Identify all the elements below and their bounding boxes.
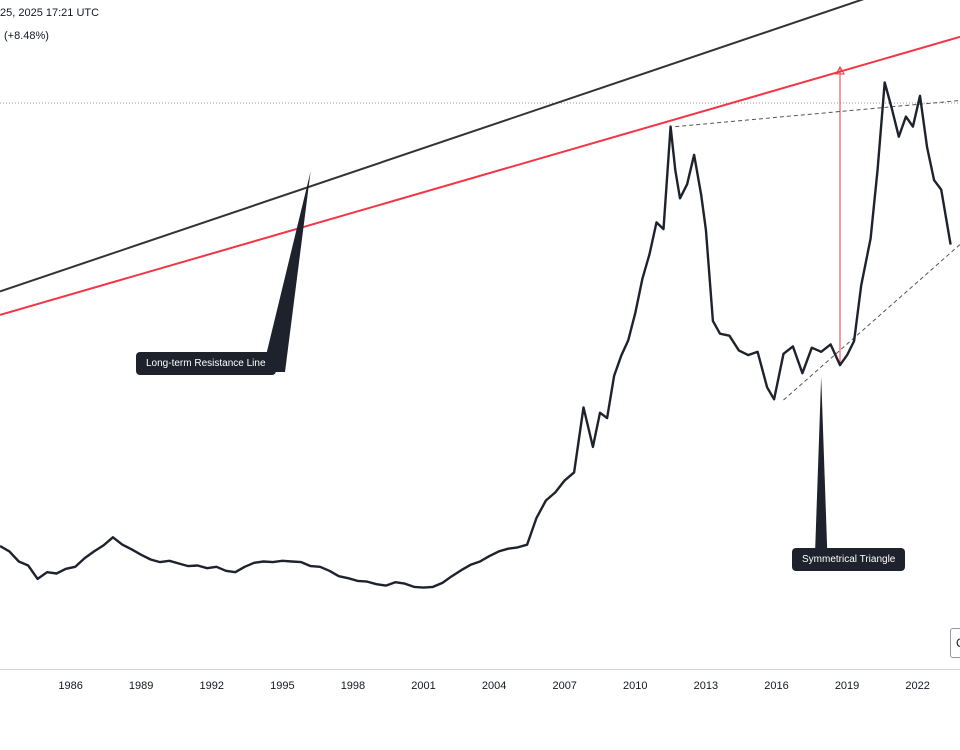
price-change-percent: (+8.48%): [4, 30, 49, 42]
resistance-callout-pointer: [262, 171, 311, 372]
chart-timestamp: 25, 2025 17:21 UTC: [0, 7, 100, 19]
x-axis-ticks: 1986 1989 1992 1995 1998 2001 2004 2007 2010 2013…: [58, 680, 930, 692]
tradingview-logo-badge[interactable]: C: [950, 628, 960, 658]
x-tick-label: 1992: [200, 680, 224, 692]
x-tick-label: 1995: [270, 680, 294, 692]
upper-trendline[interactable]: [0, 0, 960, 293]
price-series-line: [0, 81, 952, 589]
x-tick-label: 2013: [694, 680, 718, 692]
x-tick-label: 2022: [905, 680, 929, 692]
x-tick-label: 2010: [623, 680, 647, 692]
symmetrical-triangle-label[interactable]: Symmetrical Triangle: [792, 548, 906, 571]
x-tick-label: 1998: [341, 680, 365, 692]
x-tick-label: 2004: [482, 680, 506, 692]
triangle-upper-boundary[interactable]: [675, 100, 960, 128]
x-tick-label: 1986: [58, 680, 82, 692]
x-tick-label: 2019: [835, 680, 859, 692]
x-tick-label: 2016: [764, 680, 788, 692]
x-tick-label: 1989: [129, 680, 153, 692]
long-term-resistance-line[interactable]: [0, 35, 960, 316]
arrow-head-icon: [835, 65, 845, 75]
long-term-resistance-label[interactable]: Long-term Resistance Line: [136, 352, 276, 375]
x-tick-label: 2001: [411, 680, 435, 692]
x-tick-label: 2007: [552, 680, 576, 692]
triangle-lower-boundary[interactable]: [783, 244, 960, 401]
triangle-callout-pointer: [815, 376, 828, 549]
